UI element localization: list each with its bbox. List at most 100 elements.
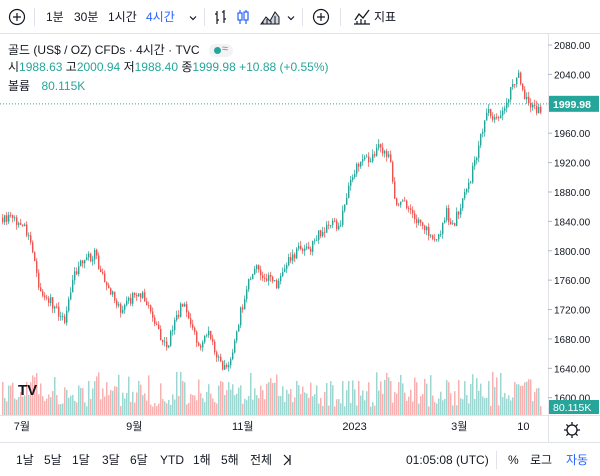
volume-bar [20,391,22,415]
volume-bar [528,379,530,415]
volume-bar [270,378,272,415]
volume-bar [114,386,116,415]
range-1y[interactable]: 1해 [193,453,211,467]
candle-body [496,117,498,118]
y-tick-label: 1960.00 [554,129,591,140]
y-tick-label: 2040.00 [554,70,591,81]
candle-body [114,291,116,301]
settings-gear-icon[interactable] [564,422,580,438]
indicators-icon[interactable] [352,8,372,29]
add-symbol-icon[interactable] [8,8,26,29]
candle-chart-style-icon[interactable] [234,8,252,29]
range-6m[interactable]: 6달 [130,453,148,467]
range-3m[interactable]: 3달 [102,453,120,467]
volume-bar [370,406,372,415]
volume-bar [38,394,40,415]
candle-body [128,297,130,301]
candle-body [94,249,96,260]
volume-bar [462,399,464,415]
area-chart-style-icon[interactable] [260,9,280,28]
candle-body [74,271,76,281]
volume-bar [138,380,140,415]
candle-body [540,106,542,113]
range-5y[interactable]: 5해 [221,453,239,467]
candle-body [120,304,122,313]
candle-body [108,285,110,289]
auto-scale-toggle[interactable]: 자동 [566,453,589,467]
chevron-down-icon[interactable] [188,12,198,26]
volume-bar [14,398,16,415]
range-all[interactable]: 전체 [250,453,273,467]
timeframe-1m[interactable]: 1분 [46,10,64,24]
bar-chart-style-icon[interactable] [212,8,230,29]
candle-body [504,108,506,111]
volume-bar [230,389,232,415]
volume-bar [10,385,12,415]
candle-body [340,224,342,226]
volume-bar [152,406,154,415]
utc-clock[interactable]: 01:05:08 (UTC) [406,453,489,467]
candle-body [28,235,30,237]
volume-bar [478,390,480,415]
range-1m[interactable]: 1달 [72,453,90,467]
candle-body [130,297,132,304]
volume-bar [72,394,74,415]
volume-bar [100,399,102,415]
volume-bar [194,395,196,415]
candle-body [4,215,6,223]
volume-bar [380,381,382,415]
volume-bar [272,382,274,415]
timeframe-1h[interactable]: 1시간 [108,10,137,24]
volume-bar [150,404,152,415]
candle-body [210,330,212,339]
volume-bar [68,397,70,415]
open-label: 시 [8,60,20,74]
volume-bar [434,402,436,415]
symbol-title[interactable]: 골드 (US$ / OZ) CFDs · 4시간 · TVC [8,43,200,57]
volume-bar [322,405,324,415]
candle-body [110,288,112,295]
candle-body [406,200,408,209]
candle-body [450,221,452,224]
volume-bar [330,381,332,415]
volume-bar [514,382,516,415]
candle-body [66,310,68,323]
indicators-button[interactable]: 지표 [374,10,397,24]
log-scale-toggle[interactable]: 로그 [530,453,553,467]
candle-body [442,222,444,235]
candle-body [478,145,480,158]
candle-body [212,338,214,342]
volume-bar [472,374,474,415]
candle-body [96,249,98,256]
range-1d[interactable]: 1날 [16,453,34,467]
volume-bar [432,395,434,415]
candle-body [424,225,426,231]
timeframe-30m[interactable]: 30분 [74,10,99,24]
volume-bar [262,390,264,415]
range-ytd[interactable]: YTD [160,453,184,467]
compare-plus-icon[interactable] [312,8,330,29]
date-range-icon[interactable] [280,453,294,470]
candle-body [466,189,468,193]
chevron-down-icon[interactable] [286,12,296,26]
price-chart[interactable]: 1600.00 1640.00 1680.00 1720.00 1760.00 1800.… [0,34,600,442]
candle-body [286,265,288,269]
volume-bar [340,403,342,415]
candle-body [302,249,304,251]
volume-bar [400,374,402,415]
market-status-pill[interactable]: ≈ [208,43,233,58]
volume-bar [326,383,328,415]
last-price-label: 1999.98 [553,99,591,111]
candle-body [112,291,114,295]
volume-bar [110,390,112,415]
percent-scale-toggle[interactable]: % [508,453,519,467]
candle-body [522,83,524,90]
candle-body [396,198,398,205]
timeframe-4h[interactable]: 4시간 [146,10,175,24]
candle-body [348,185,350,198]
volume-bar [28,394,30,415]
volume-bar [446,380,448,415]
volume-bar [378,390,380,415]
last-volume-label: 80.115K [553,402,591,414]
range-5d[interactable]: 5날 [44,453,62,467]
